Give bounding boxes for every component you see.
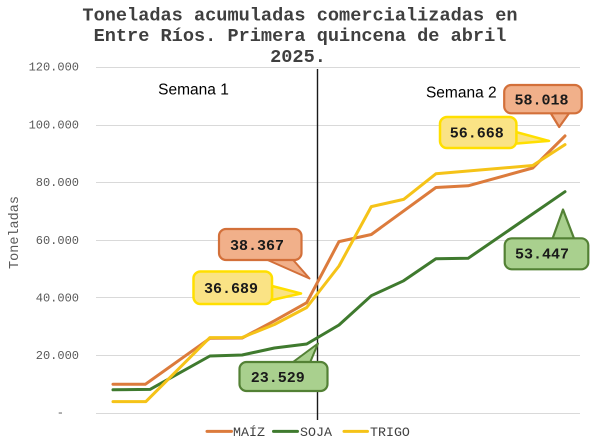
svg-text:Toneladas: Toneladas xyxy=(8,196,23,269)
svg-text:TRIGO: TRIGO xyxy=(370,425,410,440)
svg-text:Semana 2: Semana 2 xyxy=(426,84,497,101)
svg-text:2025.: 2025. xyxy=(270,47,326,68)
svg-text:58.018: 58.018 xyxy=(514,92,568,109)
svg-text:53.447: 53.447 xyxy=(515,247,569,264)
svg-text:23.529: 23.529 xyxy=(251,370,305,387)
svg-text:Toneladas acumuladas comercial: Toneladas acumuladas comercializadas en xyxy=(82,6,517,27)
svg-text:MAÍZ: MAÍZ xyxy=(233,425,265,440)
svg-text:100.000: 100.000 xyxy=(29,119,79,133)
svg-text:38.367: 38.367 xyxy=(230,238,284,255)
svg-text:60.000: 60.000 xyxy=(36,234,79,248)
svg-text:80.000: 80.000 xyxy=(36,176,79,190)
svg-text:56.668: 56.668 xyxy=(450,126,504,143)
svg-text:36.689: 36.689 xyxy=(204,281,258,298)
svg-text:40.000: 40.000 xyxy=(36,292,79,306)
svg-text:20.000: 20.000 xyxy=(36,349,79,363)
svg-text:Entre Ríos. Primera quincena d: Entre Ríos. Primera quincena de abril xyxy=(94,26,507,47)
svg-text:SOJA: SOJA xyxy=(300,425,332,440)
svg-text:120.000: 120.000 xyxy=(29,61,79,75)
svg-text:-: - xyxy=(57,406,64,420)
svg-text:Semana 1: Semana 1 xyxy=(158,82,229,99)
